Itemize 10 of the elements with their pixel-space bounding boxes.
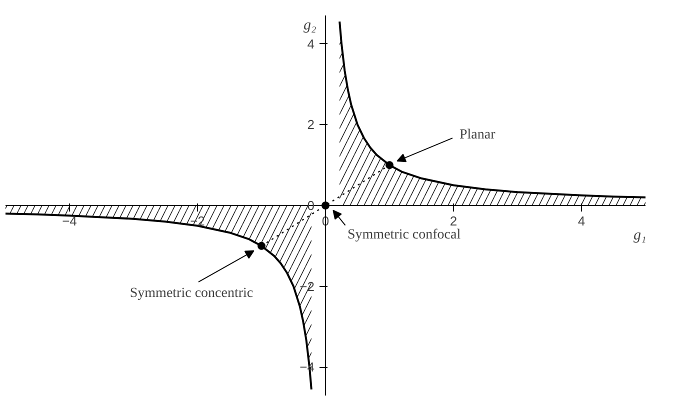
annotation: Planar [460, 128, 496, 143]
y-tick-label: 4 [307, 36, 315, 52]
y-tick-label: 2 [307, 117, 315, 132]
annotation: Symmetric concentric [130, 286, 254, 301]
y-axis-title: g₂ [304, 18, 316, 34]
x-axis-title: g₁ [634, 228, 646, 244]
x-tick-label: 2 [450, 214, 458, 228]
annotation: Symmetric confocal [348, 228, 461, 242]
x-tick-label: −4 [62, 214, 77, 228]
x-tick-label: 4 [578, 214, 586, 228]
